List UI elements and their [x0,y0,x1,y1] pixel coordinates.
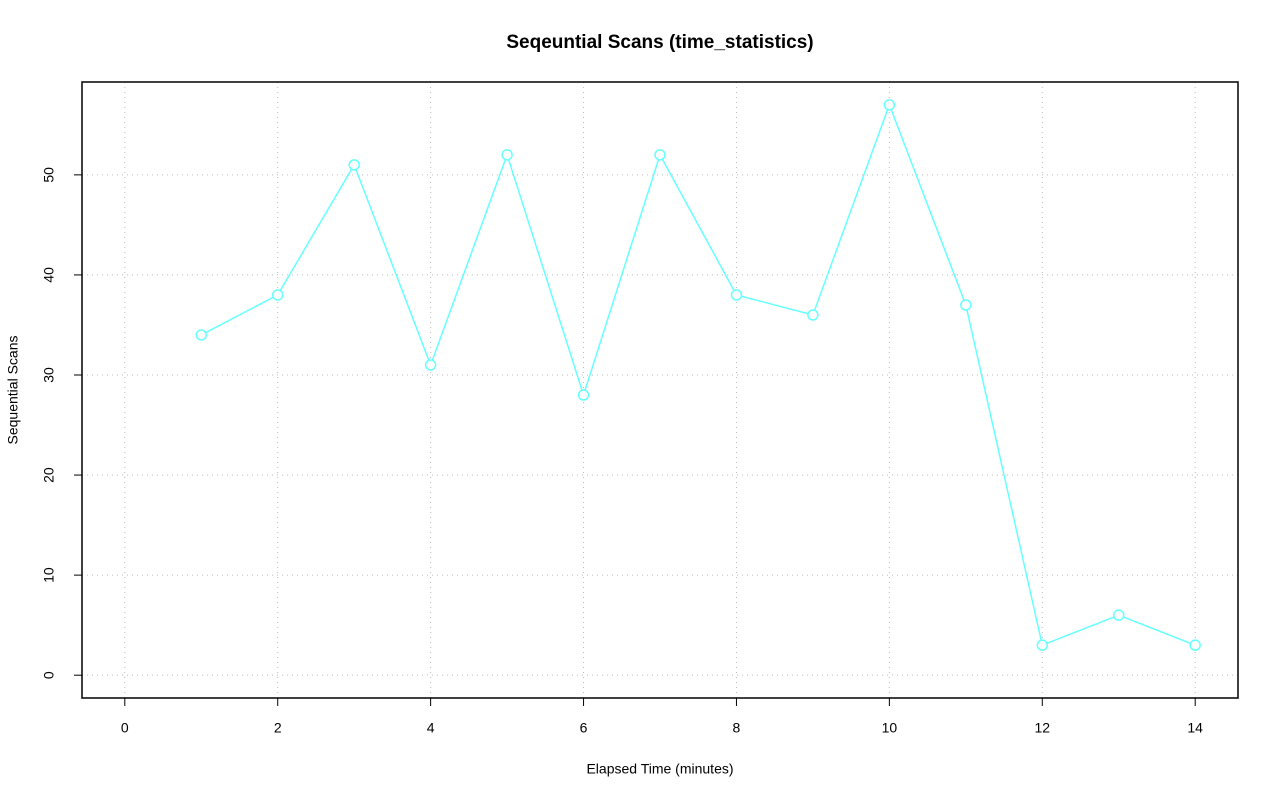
data-point [348,159,360,171]
x-axis-label: Elapsed Time (minutes) [586,761,733,777]
data-point [1036,639,1049,651]
data-point [501,149,513,161]
y-tick-label: 40 [41,267,57,283]
x-tick-label: 2 [274,720,282,736]
x-tick-label: 12 [1034,720,1050,736]
chart-title: Seqeuntial Scans (time_statistics) [506,32,813,53]
data-point [577,389,590,401]
data-point [654,149,666,161]
x-tick-label: 6 [580,720,588,736]
y-tick-label: 50 [41,167,57,183]
plot-frame [81,81,1239,699]
y-tick-label: 20 [41,467,57,483]
data-point [883,99,896,111]
data-point [1189,639,1201,651]
data-point [730,289,743,301]
data-point [807,309,819,321]
data-point [1112,609,1125,621]
y-tick-label: 30 [41,367,57,383]
x-tick-label: 4 [427,720,435,736]
x-tick-label: 0 [121,720,129,736]
x-tick-label: 14 [1187,720,1203,736]
x-tick-label: 8 [733,720,741,736]
y-tick-label: 0 [41,671,57,679]
data-point [960,299,972,311]
data-point [271,289,284,301]
x-tick-label: 10 [882,720,898,736]
data-line [200,102,1196,647]
y-tick-label: 10 [41,567,57,583]
data-point [195,329,208,341]
y-axis-label: Sequential Scans [5,336,21,445]
data-point [424,359,437,371]
